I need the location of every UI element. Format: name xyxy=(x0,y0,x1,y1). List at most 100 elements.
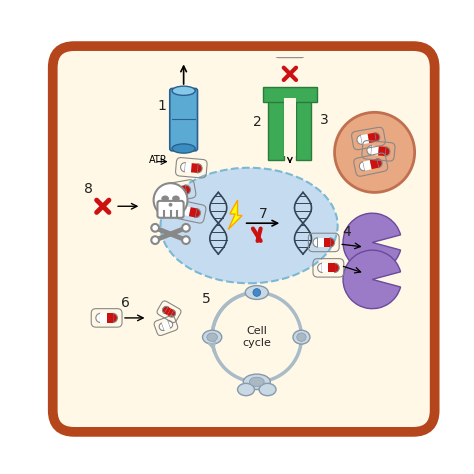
Ellipse shape xyxy=(297,333,306,341)
Wedge shape xyxy=(343,250,401,309)
Wedge shape xyxy=(313,238,318,247)
Bar xyxy=(164,321,170,329)
Wedge shape xyxy=(318,263,322,273)
Bar xyxy=(370,159,378,169)
Wedge shape xyxy=(192,25,198,34)
Ellipse shape xyxy=(172,86,195,95)
Bar xyxy=(186,23,195,34)
Ellipse shape xyxy=(161,168,337,283)
Wedge shape xyxy=(181,163,186,172)
FancyBboxPatch shape xyxy=(170,89,198,151)
Bar xyxy=(363,160,372,171)
Bar xyxy=(183,206,191,216)
Ellipse shape xyxy=(259,383,276,396)
Wedge shape xyxy=(169,187,174,197)
Text: 7: 7 xyxy=(259,207,267,221)
Wedge shape xyxy=(164,7,169,16)
Bar xyxy=(185,163,192,173)
Ellipse shape xyxy=(249,377,264,386)
Wedge shape xyxy=(343,213,401,272)
Circle shape xyxy=(154,183,188,217)
Ellipse shape xyxy=(207,333,218,341)
Polygon shape xyxy=(228,200,242,229)
Circle shape xyxy=(151,237,159,244)
Wedge shape xyxy=(185,185,191,194)
Circle shape xyxy=(182,237,190,244)
Ellipse shape xyxy=(245,285,268,300)
Wedge shape xyxy=(359,162,365,171)
Ellipse shape xyxy=(243,374,270,390)
Bar xyxy=(284,99,296,156)
Wedge shape xyxy=(376,159,382,168)
Bar xyxy=(180,21,189,32)
Bar xyxy=(107,313,113,322)
Ellipse shape xyxy=(237,383,255,396)
Text: Cell
cycle: Cell cycle xyxy=(242,327,271,348)
Circle shape xyxy=(253,289,261,296)
Text: ATP: ATP xyxy=(149,155,167,165)
Circle shape xyxy=(151,224,159,232)
Wedge shape xyxy=(279,44,284,53)
Ellipse shape xyxy=(293,330,310,344)
Ellipse shape xyxy=(202,330,222,344)
Ellipse shape xyxy=(161,195,169,201)
Wedge shape xyxy=(195,209,201,218)
Bar xyxy=(268,91,284,160)
Text: 3: 3 xyxy=(320,113,329,127)
Bar xyxy=(324,238,330,247)
Bar xyxy=(378,146,386,156)
Bar xyxy=(167,309,173,317)
Wedge shape xyxy=(330,238,335,247)
Bar xyxy=(371,146,379,155)
Text: 5: 5 xyxy=(202,292,211,306)
Wedge shape xyxy=(296,44,301,53)
Circle shape xyxy=(335,112,415,192)
Wedge shape xyxy=(374,133,380,142)
Bar xyxy=(296,91,311,160)
Wedge shape xyxy=(385,147,390,156)
Bar xyxy=(328,263,335,273)
Bar xyxy=(191,163,198,173)
FancyBboxPatch shape xyxy=(53,46,435,432)
Bar xyxy=(290,44,296,53)
Wedge shape xyxy=(113,313,118,322)
Bar xyxy=(179,185,187,195)
Bar xyxy=(361,134,369,144)
Circle shape xyxy=(182,224,190,232)
Bar xyxy=(167,5,175,16)
Bar xyxy=(100,313,107,322)
Ellipse shape xyxy=(172,144,195,153)
Wedge shape xyxy=(159,323,164,330)
Bar xyxy=(164,307,171,315)
Ellipse shape xyxy=(169,203,173,207)
Wedge shape xyxy=(180,4,185,13)
Bar xyxy=(162,322,167,330)
Wedge shape xyxy=(163,306,168,313)
Bar xyxy=(284,44,290,53)
Wedge shape xyxy=(177,21,183,30)
Wedge shape xyxy=(167,321,173,328)
Bar xyxy=(177,40,183,49)
Bar xyxy=(322,263,328,273)
Wedge shape xyxy=(96,313,100,322)
Bar xyxy=(189,207,197,218)
Wedge shape xyxy=(197,164,202,173)
Bar xyxy=(173,4,181,15)
Text: 1: 1 xyxy=(158,99,166,113)
Bar xyxy=(263,87,317,102)
Text: 4: 4 xyxy=(343,225,351,239)
Wedge shape xyxy=(167,40,171,49)
Text: 2: 2 xyxy=(253,115,262,128)
Wedge shape xyxy=(170,310,175,317)
Wedge shape xyxy=(183,40,188,49)
Bar xyxy=(318,238,324,247)
FancyBboxPatch shape xyxy=(157,201,183,218)
Wedge shape xyxy=(367,146,372,155)
Wedge shape xyxy=(335,263,339,273)
Ellipse shape xyxy=(172,195,180,201)
Bar xyxy=(173,186,181,197)
Text: 6: 6 xyxy=(121,295,130,310)
Text: 8: 8 xyxy=(84,182,93,196)
Bar xyxy=(368,133,376,143)
Wedge shape xyxy=(357,135,363,144)
